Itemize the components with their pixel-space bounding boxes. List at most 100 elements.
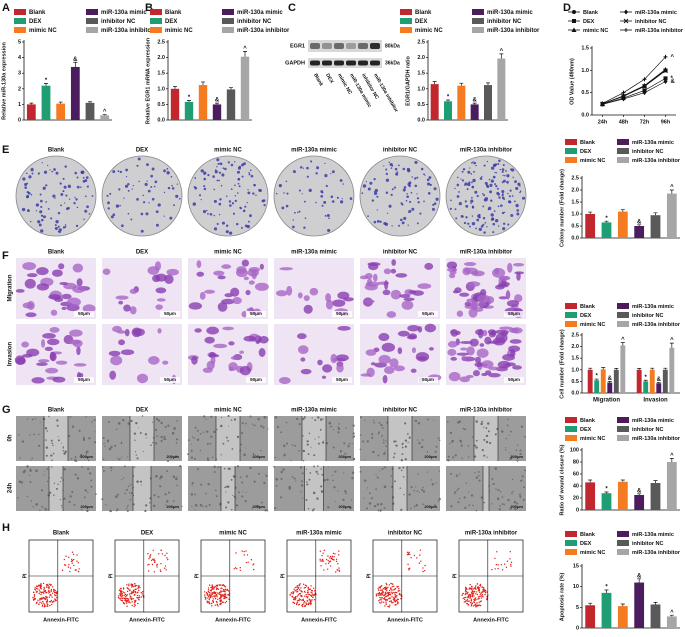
event bbox=[467, 599, 468, 600]
cell bbox=[60, 481, 61, 482]
cell bbox=[124, 465, 126, 467]
legend-label: Blank bbox=[580, 532, 596, 538]
event bbox=[42, 604, 43, 605]
event bbox=[118, 597, 119, 598]
cell bbox=[172, 432, 175, 435]
error-bar bbox=[29, 103, 33, 104]
colony bbox=[226, 230, 229, 233]
cell bbox=[38, 359, 49, 363]
cell bbox=[322, 364, 332, 372]
event bbox=[76, 554, 77, 555]
colony bbox=[276, 193, 278, 195]
cell bbox=[36, 362, 48, 366]
cell bbox=[484, 502, 486, 504]
cell bbox=[217, 275, 225, 279]
event bbox=[208, 592, 209, 593]
cell bbox=[337, 326, 350, 331]
cell bbox=[136, 454, 137, 455]
colony bbox=[411, 176, 412, 177]
cell bbox=[416, 504, 418, 506]
cell bbox=[129, 492, 130, 493]
cell bbox=[46, 455, 48, 457]
y-tick-label: 0.5 bbox=[581, 90, 589, 96]
event bbox=[129, 595, 130, 596]
cell bbox=[418, 422, 420, 424]
cell bbox=[176, 420, 178, 422]
event bbox=[62, 570, 63, 571]
cell bbox=[26, 349, 39, 357]
colony bbox=[294, 212, 296, 214]
colony bbox=[45, 184, 47, 186]
blot-band bbox=[370, 43, 380, 49]
colony bbox=[309, 189, 312, 192]
colony bbox=[467, 188, 469, 190]
event bbox=[127, 598, 128, 599]
event bbox=[245, 550, 246, 551]
significance-mark: & bbox=[215, 98, 220, 104]
legend-label: Blank bbox=[165, 10, 182, 16]
colony bbox=[58, 226, 60, 228]
bar bbox=[651, 604, 661, 628]
event bbox=[150, 554, 151, 555]
cell bbox=[45, 347, 53, 351]
cell bbox=[203, 367, 213, 372]
cell bbox=[474, 472, 475, 473]
legend-label: mimic NC bbox=[580, 436, 605, 442]
colony bbox=[216, 158, 219, 161]
cell bbox=[460, 341, 473, 344]
colony bbox=[385, 223, 388, 226]
event bbox=[218, 584, 219, 585]
event bbox=[497, 564, 498, 565]
image-title: miR-130a mimic bbox=[291, 148, 337, 154]
event bbox=[387, 595, 388, 596]
cell bbox=[522, 475, 524, 477]
event bbox=[306, 604, 307, 605]
cell bbox=[360, 471, 362, 473]
event bbox=[78, 571, 79, 572]
event bbox=[41, 588, 42, 589]
image-title: inhibitor NC bbox=[388, 531, 423, 537]
cell bbox=[323, 418, 324, 419]
event bbox=[211, 605, 212, 606]
event bbox=[473, 588, 474, 589]
colony bbox=[138, 181, 139, 182]
cell bbox=[156, 435, 158, 437]
cell bbox=[191, 456, 193, 458]
cell bbox=[54, 297, 63, 302]
cell bbox=[453, 290, 459, 293]
cell bbox=[123, 477, 124, 478]
event bbox=[210, 587, 211, 588]
cell bbox=[103, 437, 105, 439]
cell bbox=[21, 341, 29, 347]
event bbox=[472, 591, 473, 592]
event bbox=[226, 597, 227, 598]
colony bbox=[136, 198, 139, 201]
event bbox=[381, 597, 382, 598]
bar bbox=[667, 616, 677, 628]
cell bbox=[71, 491, 73, 493]
legend-label: DEX bbox=[29, 19, 41, 25]
y-tick-label: 0 bbox=[18, 117, 21, 123]
colony bbox=[210, 213, 213, 216]
cell bbox=[294, 478, 296, 480]
colony bbox=[300, 166, 302, 168]
significance-mark: & bbox=[671, 79, 676, 85]
colony bbox=[522, 197, 525, 200]
cell bbox=[310, 288, 319, 296]
cell bbox=[277, 426, 279, 428]
colony bbox=[487, 185, 490, 188]
event bbox=[391, 601, 392, 602]
colony bbox=[505, 170, 507, 172]
cell bbox=[108, 421, 110, 423]
colony bbox=[67, 207, 70, 210]
event bbox=[160, 571, 161, 572]
event bbox=[302, 591, 303, 592]
significance-mark: & bbox=[637, 219, 642, 225]
colony bbox=[164, 216, 165, 217]
cell bbox=[29, 434, 30, 435]
scale-bar: 200μm bbox=[166, 454, 179, 459]
event bbox=[479, 592, 480, 593]
error-bar bbox=[588, 603, 592, 605]
cell bbox=[378, 455, 380, 457]
colony bbox=[49, 169, 50, 170]
